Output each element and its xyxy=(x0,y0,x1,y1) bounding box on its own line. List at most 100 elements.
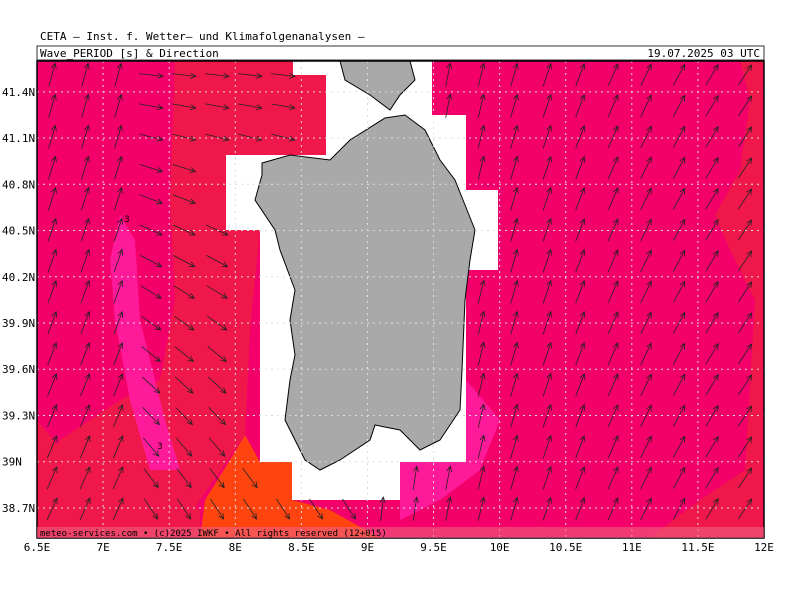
wave-arrow xyxy=(173,285,195,299)
wave-arrow xyxy=(48,62,57,87)
wave-arrow xyxy=(672,373,686,396)
wave-arrow xyxy=(510,62,519,87)
wave-arrow xyxy=(81,93,90,118)
wave-arrow xyxy=(47,248,58,273)
wave-arrow xyxy=(46,435,58,459)
wave-arrow xyxy=(80,373,91,397)
wave-arrow xyxy=(542,248,552,273)
lat-tick-label: 40.5N xyxy=(2,225,35,238)
lon-tick-label: 8.5E xyxy=(288,541,315,554)
wave-arrow xyxy=(510,124,519,149)
wave-arrow xyxy=(705,435,719,458)
wave-arrow xyxy=(445,62,453,87)
wave-arrow xyxy=(208,437,226,457)
wave-arrow xyxy=(80,404,91,428)
wave-arrow xyxy=(705,373,719,396)
wave-arrow xyxy=(477,341,486,366)
wave-arrow xyxy=(738,405,753,427)
wave-arrow xyxy=(738,343,753,365)
wave-arrow xyxy=(271,72,296,79)
contour-label: 3 xyxy=(124,215,129,225)
wave-arrow xyxy=(81,124,90,149)
wave-arrow xyxy=(48,124,57,149)
wave-arrow xyxy=(575,372,586,397)
wave-arrow xyxy=(575,155,586,180)
wave-arrow xyxy=(607,125,619,149)
wave-arrow xyxy=(607,249,619,273)
wave-arrow xyxy=(172,164,197,173)
wave-arrow xyxy=(672,404,686,427)
lat-tick-label: 40.2N xyxy=(2,271,35,284)
wave-arrow xyxy=(174,376,194,394)
wave-arrow xyxy=(139,133,164,142)
wave-arrow xyxy=(172,224,196,236)
wave-arrow xyxy=(705,342,719,365)
wave-arrow xyxy=(172,72,197,79)
wave-arrow xyxy=(174,346,195,363)
lon-tick-label: 9.5E xyxy=(420,541,447,554)
wave-arrow xyxy=(672,435,686,458)
wave-arrow xyxy=(575,496,586,521)
lon-tick-label: 10E xyxy=(490,541,510,554)
wave-arrow xyxy=(81,62,90,87)
wave-arrow xyxy=(238,133,263,142)
wave-arrow xyxy=(575,93,586,118)
wave-arrow xyxy=(542,434,552,459)
wave-arrow xyxy=(640,280,652,303)
graticule xyxy=(37,61,764,538)
wave-arrow xyxy=(173,315,195,331)
wave-arrow xyxy=(738,498,753,520)
wave-arrow xyxy=(139,103,164,111)
lon-tick-label: 7.5E xyxy=(156,541,183,554)
wave-arrow xyxy=(242,468,258,489)
wave-arrow xyxy=(607,63,619,87)
wave-arrow xyxy=(672,63,686,86)
wave-arrow xyxy=(510,93,519,118)
wave-arrow xyxy=(48,155,57,180)
wave-arrow xyxy=(139,72,164,79)
lon-tick-label: 11E xyxy=(622,541,642,554)
wave-arrow xyxy=(672,280,686,303)
source-title: CETA – Inst. f. Wetter– und Klimafolgena… xyxy=(40,30,365,43)
wave-arrow xyxy=(510,341,519,366)
wave-arrow xyxy=(575,248,586,273)
wave-arrow xyxy=(81,155,90,180)
wave-arrow xyxy=(672,342,686,365)
corsica xyxy=(339,61,416,111)
wave-arrow xyxy=(140,255,163,268)
wave-arrow xyxy=(79,466,91,490)
wave-arrow xyxy=(542,403,552,428)
wave-arrow xyxy=(640,156,652,179)
wave-arrow xyxy=(205,103,230,111)
wave-arrow xyxy=(80,279,91,304)
wave-arrow xyxy=(271,133,296,142)
wave-arrow xyxy=(510,248,519,273)
wave-arrow xyxy=(672,218,686,241)
footer-bar xyxy=(37,527,764,538)
lat-tick-label: 41.4N xyxy=(2,86,35,99)
wave-arrow xyxy=(672,94,686,117)
wave-arrow xyxy=(238,103,263,111)
wave-arrow xyxy=(80,248,91,273)
wave-arrow xyxy=(477,124,486,149)
wave-arrow xyxy=(271,103,296,111)
wave-arrow xyxy=(705,218,719,241)
wave-arrow xyxy=(510,186,519,211)
wave-arrow xyxy=(113,279,124,304)
wave-arrow xyxy=(139,224,163,236)
wave-arrow xyxy=(173,255,196,268)
wave-arrow xyxy=(672,156,686,179)
wave-arrow xyxy=(140,285,162,299)
lat-tick-label: 40.8N xyxy=(2,178,35,191)
wave-arrow xyxy=(510,372,519,397)
wave-arrow xyxy=(412,496,419,521)
wave-arrow xyxy=(114,155,123,180)
wave-arrow xyxy=(738,157,753,179)
lat-tick-label: 39.3N xyxy=(2,409,35,422)
wave-arrow xyxy=(47,310,58,335)
wave-arrow xyxy=(144,498,159,520)
wave-arrow xyxy=(47,341,58,366)
wave-arrow xyxy=(206,285,228,299)
wave-arrow xyxy=(738,219,753,241)
wave-arrow xyxy=(113,186,123,211)
